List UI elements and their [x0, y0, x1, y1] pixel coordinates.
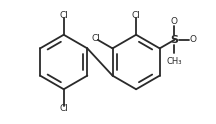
Text: O: O — [171, 17, 178, 27]
Text: Cl: Cl — [59, 11, 68, 20]
Text: Cl: Cl — [132, 11, 141, 20]
Text: S: S — [170, 35, 178, 45]
Text: Cl: Cl — [91, 34, 100, 43]
Text: CH₃: CH₃ — [167, 57, 182, 66]
Text: Cl: Cl — [59, 104, 68, 113]
Text: O: O — [190, 35, 197, 44]
